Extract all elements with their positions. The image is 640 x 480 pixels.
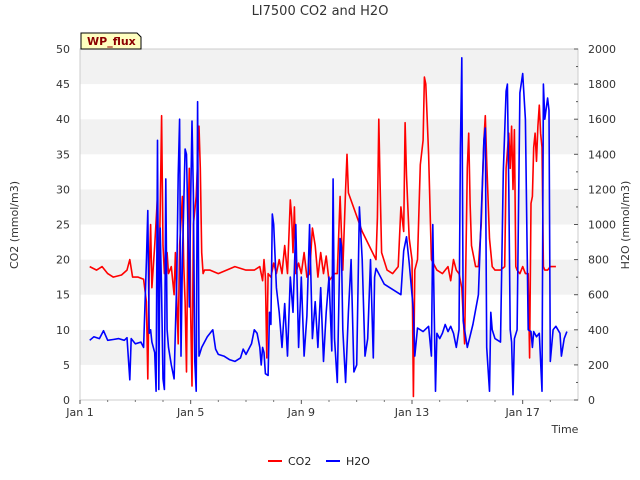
axes-layer: 0 5 10 15 20 25 30 35 40 45 50 0 200 400 600 800 1000 120…: [56, 43, 616, 419]
x-tick-label: Jan 17: [504, 406, 539, 419]
legend-label-co2: CO2: [288, 455, 311, 468]
site-tag-box: [80, 32, 142, 50]
y-right-tick-label: 800: [588, 254, 609, 267]
y-left-tick-label: 45: [56, 78, 70, 91]
y-right-tick-label: 1800: [588, 78, 616, 91]
y-right-tick-label: 1600: [588, 113, 616, 126]
y-left-axis-title: CO2 (mmol/m3): [8, 181, 21, 269]
y-right-tick-label: 200: [588, 359, 609, 372]
legend-label-h2o: H2O: [346, 455, 370, 468]
site-tag: WP_flux: [80, 32, 142, 50]
y-left-tick-label: 10: [56, 324, 70, 337]
y-right-tick-label: 1000: [588, 219, 616, 232]
y-left-tick-label: 40: [56, 113, 70, 126]
x-tick-label: Jan 9: [287, 406, 315, 419]
chart-title: LI7500 CO2 and H2O: [252, 4, 389, 19]
grid-band: [80, 49, 578, 85]
y-right-tick-label: 600: [588, 289, 609, 302]
series-layer: [89, 57, 568, 398]
y-left-tick-label: 0: [63, 394, 70, 407]
x-tick-label: Jan 5: [176, 406, 204, 419]
y-left-tick-label: 35: [56, 148, 70, 161]
x-tick-label: Jan 1: [65, 406, 93, 419]
y-left-tick-label: 25: [56, 219, 70, 232]
grid-bands: [80, 49, 578, 400]
y-left-tick-label: 20: [56, 254, 70, 267]
series-line-h2o: [89, 57, 568, 396]
y-right-tick-label: 1200: [588, 183, 616, 196]
y-right-tick-label: 0: [588, 394, 595, 407]
x-tick-label: Jan 13: [394, 406, 429, 419]
grid-band: [80, 294, 578, 330]
y-left-tick-label: 15: [56, 289, 70, 302]
site-tag-label: WP_flux: [87, 35, 136, 48]
legend: CO2 H2O: [268, 455, 370, 468]
y-left-tick-label: 50: [56, 43, 70, 56]
y-right-tick-label: 2000: [588, 43, 616, 56]
x-axis-title: Time: [551, 423, 579, 436]
y-right-axis-title: H2O (mmol/m3): [619, 181, 632, 270]
y-right-tick-label: 1400: [588, 148, 616, 161]
grid-band: [80, 119, 578, 155]
y-right-tick-label: 400: [588, 324, 609, 337]
grid-band: [80, 84, 578, 120]
y-left-tick-label: 5: [63, 359, 70, 372]
y-left-tick-label: 30: [56, 183, 70, 196]
